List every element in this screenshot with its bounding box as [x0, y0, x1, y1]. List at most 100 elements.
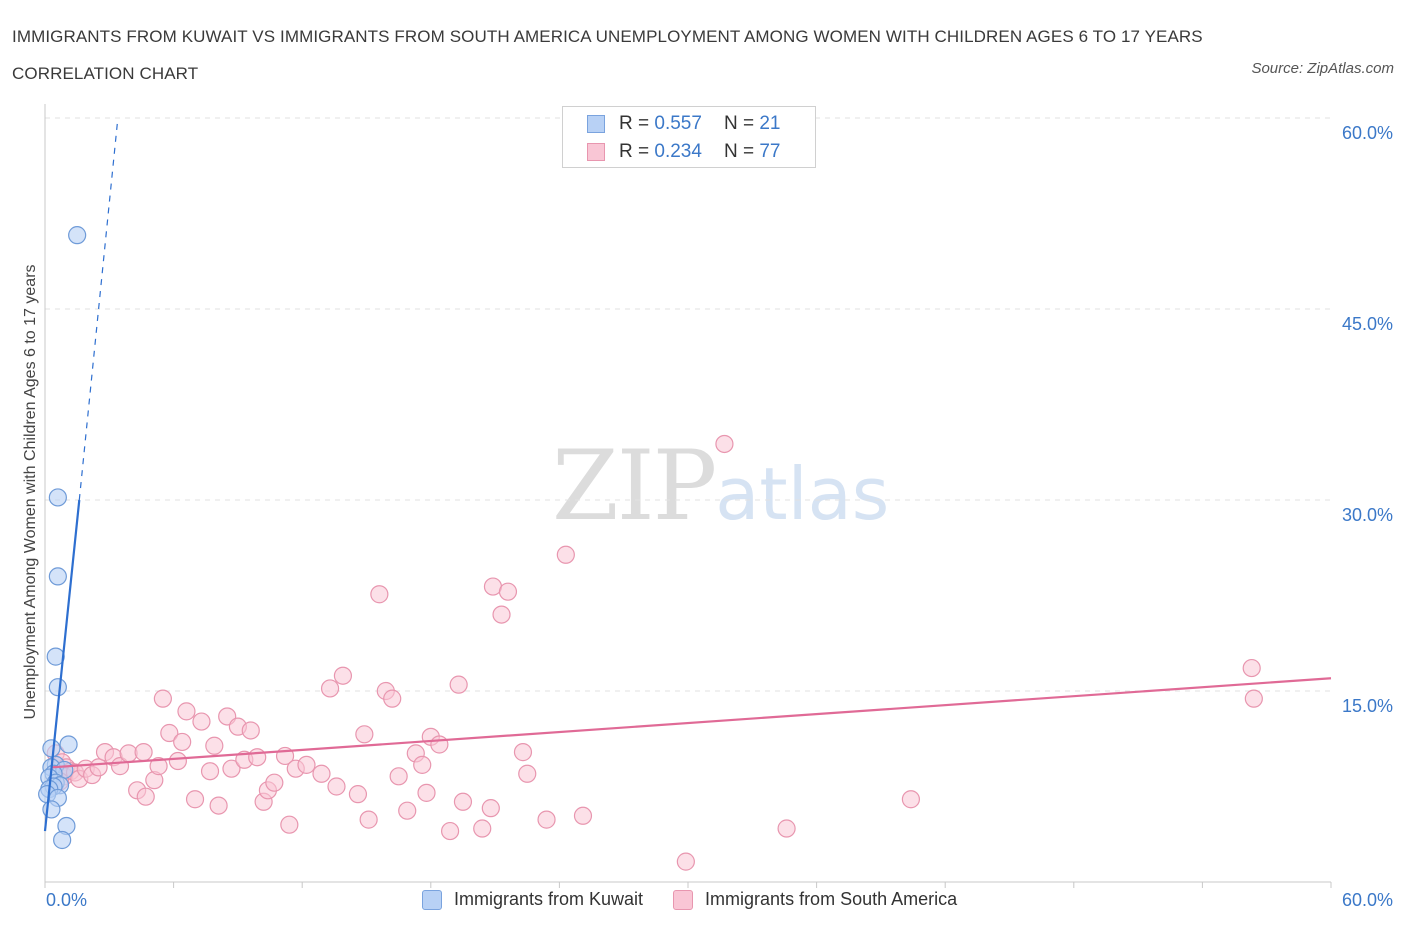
south-america-swatch — [587, 143, 605, 161]
point-south-america-52 — [383, 689, 402, 708]
point-south-america-24 — [177, 702, 196, 721]
point-south-america-25 — [185, 790, 205, 809]
watermark-zip: ZIP — [552, 430, 717, 542]
stats-row-kuwait: R = 0.557 N = 21 — [587, 111, 780, 137]
point-south-america-50 — [370, 585, 389, 604]
point-south-america-40 — [280, 815, 299, 834]
legend-kuwait-swatch — [422, 889, 442, 910]
series-legend: Immigrants from Kuwait Immigrants from S… — [422, 889, 987, 910]
source-label: Source: ZipAtlas.com — [1251, 60, 1394, 77]
point-south-america-57 — [417, 783, 436, 802]
sa-n-label: N = — [723, 141, 755, 162]
point-south-america-54 — [398, 801, 417, 820]
grid — [45, 117, 1331, 692]
y-tick-label-0: 15.0% — [1341, 696, 1393, 716]
legend-item-kuwait[interactable]: Immigrants from Kuwait — [422, 889, 643, 910]
chart-title: IMMIGRANTS FROM KUWAIT VS IMMIGRANTS FRO… — [12, 27, 1203, 83]
point-south-america-26 — [192, 712, 211, 731]
watermark-atlas: atlas — [715, 452, 890, 536]
kuwait-r-label: R = — [619, 113, 650, 134]
point-south-america-29 — [209, 796, 228, 815]
point-kuwait-1 — [48, 488, 67, 507]
point-south-america-66 — [492, 605, 511, 624]
point-south-america-35 — [248, 748, 267, 767]
point-kuwait-6 — [42, 739, 61, 758]
point-south-america-47 — [348, 785, 368, 804]
kuwait-n-value: 21 — [759, 113, 781, 134]
point-south-america-60 — [440, 821, 460, 841]
watermark: ZIPatlas — [552, 430, 889, 542]
point-kuwait-3 — [46, 647, 65, 666]
x-tick-label-min: 0.0% — [46, 890, 88, 910]
stats-row-south-america: R = 0.234 N = 77 — [587, 139, 780, 165]
sa-r-label: R = — [619, 141, 650, 162]
legend-south-america-swatch — [673, 889, 694, 910]
point-south-america-34 — [241, 721, 260, 740]
point-south-america-77 — [1242, 658, 1261, 678]
point-south-america-72 — [573, 806, 593, 825]
point-south-america-38 — [265, 773, 284, 792]
point-south-america-27 — [200, 762, 220, 781]
point-south-america-21 — [160, 723, 179, 743]
point-south-america-76 — [901, 790, 921, 809]
point-south-america-78 — [1244, 689, 1263, 708]
point-south-america-68 — [513, 743, 533, 762]
point-south-america-22 — [168, 751, 187, 771]
point-south-america-73 — [676, 852, 695, 871]
point-south-america-46 — [333, 666, 353, 685]
trend-line-kuwait-extension — [78, 117, 119, 501]
point-south-america-59 — [430, 735, 449, 754]
series-kuwait — [38, 226, 87, 850]
point-south-america-67 — [498, 582, 518, 601]
point-south-america-10 — [89, 758, 108, 777]
kuwait-r-value: 0.557 — [654, 113, 702, 134]
point-south-america-70 — [537, 810, 556, 829]
sa-n-value: 77 — [759, 141, 781, 162]
point-south-america-28 — [205, 736, 224, 755]
y-tick-label-2: 45.0% — [1341, 314, 1393, 334]
point-south-america-20 — [153, 689, 172, 708]
point-kuwait-2 — [48, 567, 67, 586]
trend-line-kuwait — [43, 499, 81, 832]
y-tick-label-1: 30.0% — [1341, 505, 1393, 525]
y-tick-label-3: 60.0% — [1341, 123, 1393, 143]
point-south-america-23 — [173, 732, 192, 752]
point-south-america-75 — [777, 819, 796, 838]
point-kuwait-20 — [53, 830, 72, 850]
legend-south-america-label: Immigrants from South America — [705, 889, 958, 909]
trend-lines — [43, 117, 1332, 832]
point-south-america-43 — [312, 764, 331, 783]
point-kuwait-4 — [48, 678, 67, 697]
point-kuwait-18 — [42, 800, 61, 819]
series-south-america — [46, 434, 1263, 871]
point-south-america-44 — [320, 679, 340, 698]
point-south-america-74 — [715, 434, 734, 454]
point-south-america-53 — [389, 767, 408, 786]
point-south-america-63 — [473, 819, 492, 838]
point-south-america-49 — [359, 810, 378, 829]
point-south-america-62 — [453, 792, 473, 811]
point-south-america-42 — [297, 755, 316, 774]
point-south-america-19 — [149, 757, 168, 776]
point-south-america-71 — [556, 545, 575, 564]
legend-kuwait-label: Immigrants from Kuwait — [454, 889, 644, 909]
point-south-america-45 — [327, 777, 346, 796]
legend-item-south-america[interactable]: Immigrants from South America — [673, 889, 957, 910]
point-south-america-16 — [134, 743, 153, 762]
kuwait-swatch — [587, 115, 605, 133]
point-south-america-48 — [355, 725, 374, 744]
point-south-america-64 — [481, 799, 500, 818]
point-south-america-14 — [119, 744, 138, 763]
kuwait-n-label: N = — [723, 113, 755, 134]
point-south-america-61 — [449, 675, 468, 694]
x-tick-label-max: 60.0% — [1341, 890, 1393, 910]
point-south-america-17 — [136, 787, 155, 806]
stats-legend: R = 0.557 N = 21 R = 0.234 N = 77 — [562, 106, 816, 168]
point-south-america-56 — [413, 755, 432, 774]
sa-r-value: 0.234 — [654, 141, 702, 162]
point-south-america-31 — [222, 759, 241, 778]
point-south-america-69 — [518, 764, 537, 783]
point-kuwait-5 — [59, 735, 78, 754]
point-kuwait-0 — [68, 226, 87, 245]
